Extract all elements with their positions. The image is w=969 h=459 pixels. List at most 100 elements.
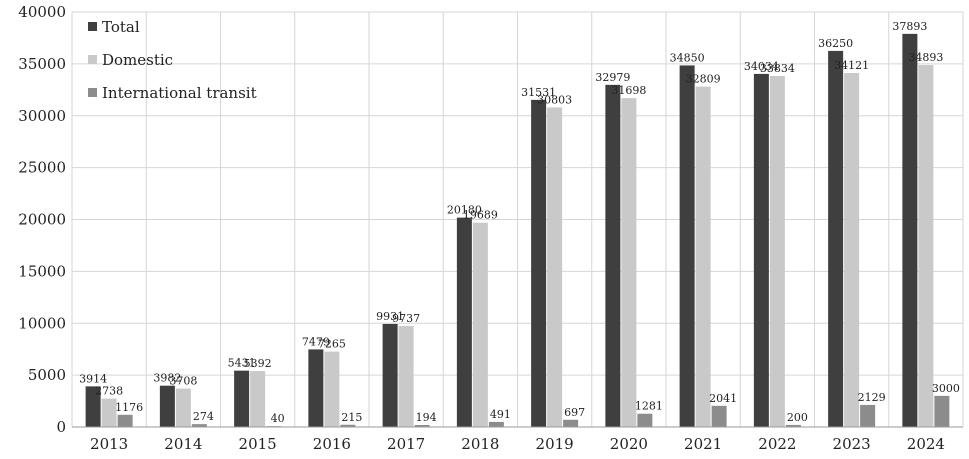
y-tick-label: 20000 bbox=[18, 211, 66, 229]
bar-domestic bbox=[769, 75, 785, 427]
x-tick-label: 2019 bbox=[536, 435, 574, 453]
bar-total bbox=[456, 217, 472, 427]
data-label: 37893 bbox=[892, 20, 927, 33]
bar-international-transit bbox=[414, 424, 430, 427]
data-label: 31698 bbox=[611, 84, 646, 97]
data-label: 215 bbox=[341, 411, 362, 424]
bar-domestic bbox=[844, 72, 860, 427]
data-label: 32979 bbox=[595, 71, 630, 84]
x-tick-label: 2024 bbox=[907, 435, 945, 453]
data-label: 9737 bbox=[392, 312, 420, 325]
bar-international-transit bbox=[785, 424, 801, 427]
data-label: 30803 bbox=[537, 93, 572, 106]
bar-total bbox=[902, 33, 918, 427]
data-label: 20180 bbox=[447, 204, 482, 217]
y-tick-label: 25000 bbox=[18, 159, 66, 177]
bar-international-transit bbox=[340, 424, 356, 427]
x-tick-label: 2020 bbox=[610, 435, 648, 453]
legend-label: Total bbox=[102, 18, 140, 36]
bar-domestic bbox=[175, 388, 191, 427]
data-label: 274 bbox=[193, 410, 214, 423]
data-label: 7479 bbox=[302, 335, 330, 348]
y-tick-label: 10000 bbox=[18, 314, 66, 332]
bar-international-transit bbox=[860, 404, 876, 427]
legend: Total Domestic International transit bbox=[88, 18, 257, 102]
axes: 0 5000 10000 15000 20000 25000 30000 35000 40000… bbox=[18, 3, 963, 453]
bar-domestic bbox=[250, 371, 266, 427]
data-label: 36250 bbox=[818, 37, 853, 50]
data-label: 40 bbox=[271, 412, 285, 425]
bar-total bbox=[85, 386, 101, 427]
bar-international-transit bbox=[191, 424, 207, 427]
data-label: 3914 bbox=[79, 372, 107, 385]
bar-total bbox=[828, 50, 844, 427]
data-label: 2041 bbox=[709, 392, 737, 405]
legend-label: Domestic bbox=[102, 51, 173, 69]
bar-total bbox=[605, 84, 621, 428]
x-tick-label: 2016 bbox=[313, 435, 351, 453]
bar-domestic bbox=[324, 351, 340, 427]
bar-international-transit bbox=[711, 405, 727, 427]
data-label: 2129 bbox=[858, 391, 886, 404]
bar-total bbox=[234, 370, 250, 427]
data-label: 34850 bbox=[670, 51, 705, 64]
x-tick-label: 2014 bbox=[164, 435, 202, 453]
y-tick-label: 35000 bbox=[18, 55, 66, 73]
data-label: 31531 bbox=[521, 86, 556, 99]
data-label: 9931 bbox=[376, 310, 404, 323]
legend-swatch bbox=[88, 22, 97, 31]
y-tick-label: 0 bbox=[56, 418, 66, 436]
gridlines bbox=[71, 11, 964, 428]
bar-domestic bbox=[918, 64, 934, 428]
data-label: 33834 bbox=[760, 62, 795, 75]
data-label: 491 bbox=[490, 408, 511, 421]
bars bbox=[85, 33, 950, 428]
data-label: 200 bbox=[787, 411, 808, 424]
data-label: 1176 bbox=[115, 401, 143, 414]
data-label: 5392 bbox=[244, 357, 272, 370]
bar-total bbox=[679, 65, 695, 428]
x-tick-label: 2022 bbox=[758, 435, 796, 453]
y-tick-label: 5000 bbox=[28, 366, 66, 384]
legend-swatch bbox=[88, 55, 97, 64]
data-label: 1281 bbox=[635, 400, 663, 413]
bar-international-transit bbox=[117, 414, 133, 427]
bar-domestic bbox=[101, 398, 117, 427]
data-label: 7265 bbox=[318, 338, 346, 351]
bar-total bbox=[531, 99, 547, 427]
x-tick-label: 2018 bbox=[461, 435, 499, 453]
data-label: 2738 bbox=[95, 385, 123, 398]
bar-domestic bbox=[398, 325, 414, 427]
y-tick-label: 30000 bbox=[18, 107, 66, 125]
y-tick-label: 15000 bbox=[18, 262, 66, 280]
data-label: 3708 bbox=[169, 375, 197, 388]
data-label: 5431 bbox=[228, 357, 256, 370]
data-label: 19689 bbox=[463, 209, 498, 222]
bar-total bbox=[308, 349, 324, 427]
bar-international-transit bbox=[637, 413, 653, 427]
legend-swatch bbox=[88, 88, 97, 97]
bar-domestic bbox=[621, 98, 637, 428]
bar-total bbox=[753, 73, 769, 427]
x-tick-label: 2017 bbox=[387, 435, 425, 453]
x-tick-label: 2023 bbox=[833, 435, 871, 453]
x-tick-label: 2015 bbox=[239, 435, 277, 453]
bar-domestic bbox=[547, 107, 563, 427]
data-label: 32809 bbox=[686, 73, 721, 86]
bar-domestic bbox=[472, 222, 488, 427]
bar-international-transit bbox=[934, 395, 950, 427]
data-label: 697 bbox=[564, 406, 585, 419]
y-tick-label: 40000 bbox=[18, 3, 66, 21]
bar-total bbox=[159, 385, 175, 427]
data-label: 34034 bbox=[744, 60, 779, 73]
data-label: 194 bbox=[416, 411, 437, 424]
bar-domestic bbox=[695, 86, 711, 427]
data-label: 34893 bbox=[908, 51, 943, 64]
x-tick-label: 2013 bbox=[90, 435, 128, 453]
data-label: 3000 bbox=[932, 382, 960, 395]
bar-total bbox=[382, 323, 398, 427]
data-label: 3982 bbox=[153, 372, 181, 385]
bar-international-transit bbox=[488, 421, 504, 427]
bar-international-transit bbox=[563, 419, 579, 427]
